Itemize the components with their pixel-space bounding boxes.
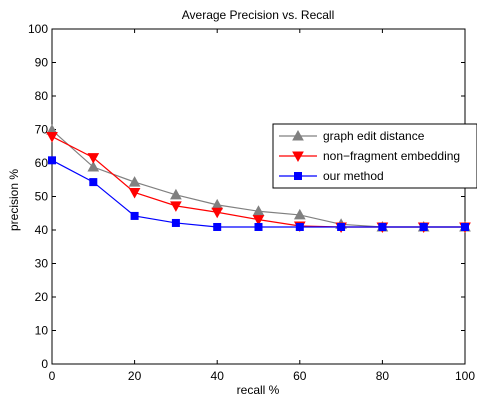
y-tick-label: 50 xyxy=(35,190,49,204)
triangle-down-marker xyxy=(46,132,58,143)
legend-label: our method xyxy=(323,169,384,183)
square-marker xyxy=(295,222,304,231)
square-marker xyxy=(461,222,469,231)
legend-label: non−fragment embedding xyxy=(323,149,460,163)
y-tick-label: 20 xyxy=(35,290,49,304)
square-marker xyxy=(337,222,346,231)
axes-ticks: 0 20 40 60 80 100 0 10 20 30 40 50 60 70 80 90 100 xyxy=(28,22,475,383)
chart-title: Average Precision vs. Recall xyxy=(182,8,335,22)
triangle-up-marker xyxy=(293,208,306,220)
square-marker xyxy=(48,156,56,165)
square-marker xyxy=(130,211,139,220)
y-tick-label: 90 xyxy=(35,56,49,70)
x-tick-label: 80 xyxy=(376,369,390,383)
y-tick-label: 70 xyxy=(35,123,49,137)
triangle-up-marker xyxy=(128,176,141,187)
square-marker xyxy=(254,222,263,231)
legend: graph edit distance non−fragment embeddin… xyxy=(272,123,477,189)
x-tick-label: 0 xyxy=(49,369,56,383)
x-tick-label: 100 xyxy=(455,369,475,383)
y-tick-label: 100 xyxy=(28,22,48,36)
x-tick-label: 60 xyxy=(293,369,307,383)
x-tick-label: 40 xyxy=(211,369,225,383)
triangle-up-marker xyxy=(170,188,182,200)
square-marker xyxy=(171,218,180,227)
y-tick-label: 80 xyxy=(35,89,49,103)
y-tick-label: 40 xyxy=(35,223,49,237)
triangle-up-marker xyxy=(87,160,100,172)
plot-area-frame xyxy=(51,28,466,365)
triangle-down-marker xyxy=(252,215,265,226)
square-marker xyxy=(294,172,302,180)
y-tick-label: 0 xyxy=(41,357,48,371)
square-marker xyxy=(213,222,222,231)
y-tick-label: 10 xyxy=(35,324,49,338)
x-axis-label: recall % xyxy=(237,383,280,396)
triangle-down-marker xyxy=(292,151,304,163)
square-marker xyxy=(89,178,98,187)
y-tick-label: 30 xyxy=(35,257,49,271)
triangle-down-marker xyxy=(170,201,182,212)
triangle-down-marker xyxy=(128,187,141,199)
y-axis-label: precision % xyxy=(7,169,21,231)
triangle-down-marker xyxy=(87,153,100,164)
square-marker xyxy=(419,222,428,231)
legend-box xyxy=(272,123,477,189)
triangle-down-marker xyxy=(211,207,224,219)
x-tick-label: 20 xyxy=(128,369,142,383)
series-square xyxy=(48,156,469,231)
series-lines xyxy=(46,124,471,234)
legend-label: graph edit distance xyxy=(323,129,425,143)
y-tick-label: 60 xyxy=(35,156,49,170)
square-marker xyxy=(378,222,387,231)
triangle-up-marker xyxy=(292,129,304,141)
